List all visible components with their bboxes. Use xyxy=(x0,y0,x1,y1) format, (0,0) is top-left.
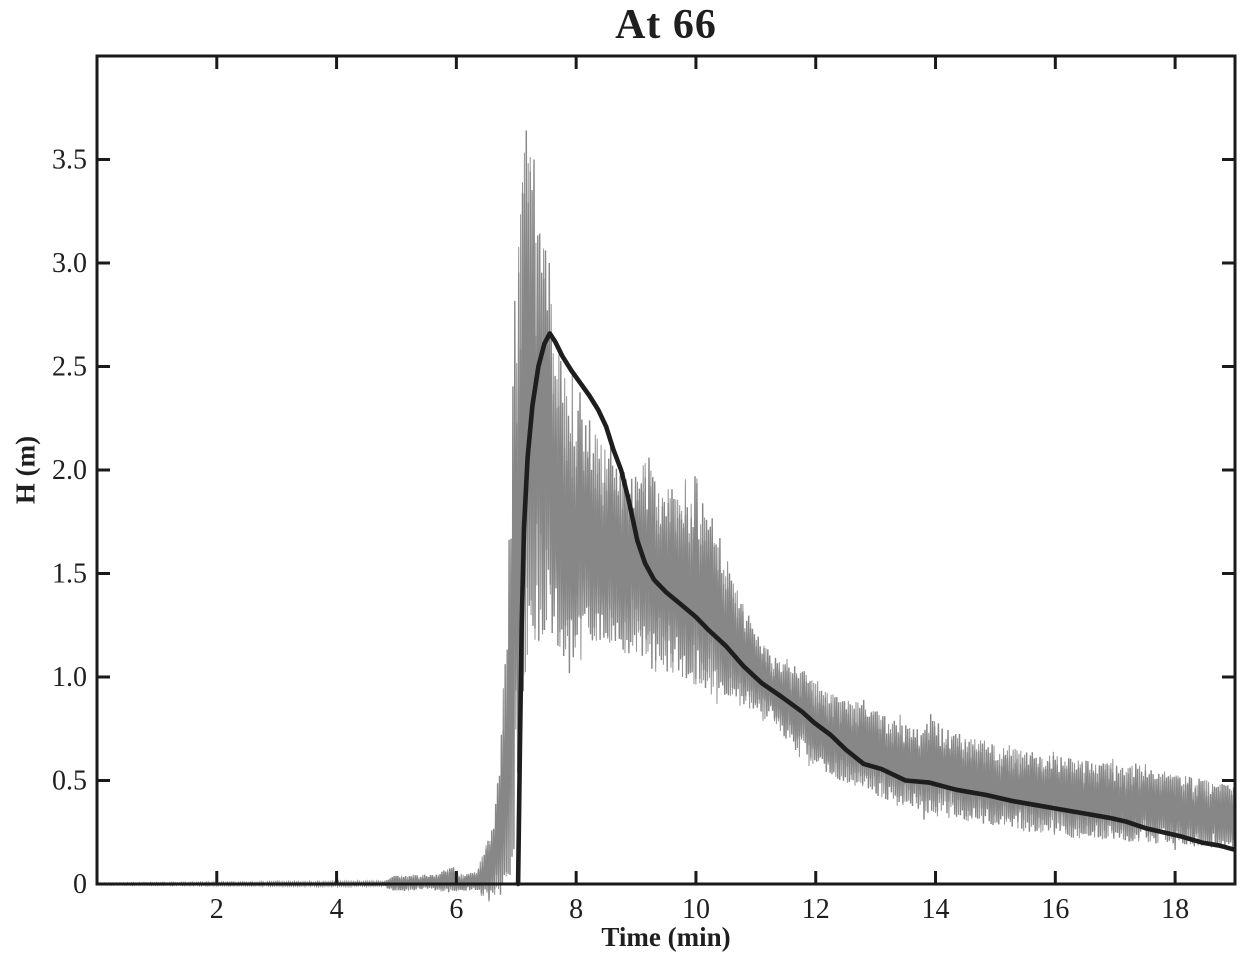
x-tick-label: 14 xyxy=(922,894,950,925)
x-tick-label: 18 xyxy=(1161,894,1189,925)
x-tick-label: 6 xyxy=(449,894,463,925)
x-axis-label: Time (min) xyxy=(601,922,731,952)
smoothed-line-series xyxy=(515,331,1237,887)
x-tick-label: 12 xyxy=(802,894,830,925)
x-tick-label: 4 xyxy=(330,894,344,925)
series-layer xyxy=(96,130,1237,902)
x-tick-label: 2 xyxy=(210,894,224,925)
x-tick-label: 10 xyxy=(682,894,710,925)
x-tick-label: 16 xyxy=(1041,894,1069,925)
y-tick-label: 0 xyxy=(73,869,87,900)
y-tick-label: 3.5 xyxy=(52,145,87,176)
chart-title: At 66 xyxy=(615,2,717,48)
y-tick-label: 2.5 xyxy=(52,352,87,383)
raw-signal-series xyxy=(96,130,1236,901)
tick-labels-layer: 2 4 6 8 10 12 14 16 18 0 0.5 1.0 1.5 2.0 2.5 3.0 3.5 xyxy=(52,145,1189,926)
y-tick-label: 1.5 xyxy=(52,559,87,590)
plot-border xyxy=(95,54,1237,886)
y-tick-label: 0.5 xyxy=(52,766,87,797)
y-tick-label: 1.0 xyxy=(52,662,87,693)
y-tick-label: 2.0 xyxy=(52,455,87,486)
axes-layer xyxy=(95,54,1237,886)
x-tick-label: 8 xyxy=(569,894,583,925)
y-tick-label: 3.0 xyxy=(52,248,87,279)
